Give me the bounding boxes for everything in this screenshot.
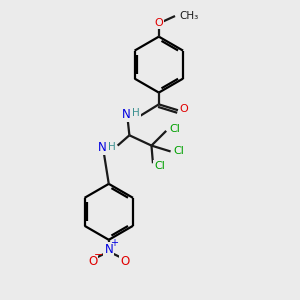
Text: N: N: [122, 108, 131, 121]
Text: Cl: Cl: [154, 160, 165, 171]
Text: Cl: Cl: [173, 146, 184, 157]
Text: O: O: [120, 255, 130, 268]
Text: H: H: [108, 142, 116, 152]
Text: −: −: [94, 250, 103, 260]
Text: O: O: [154, 18, 163, 28]
Text: +: +: [110, 238, 118, 248]
Text: O: O: [88, 255, 97, 268]
Text: N: N: [98, 141, 107, 154]
Text: Cl: Cl: [169, 124, 180, 134]
Text: H: H: [132, 108, 140, 118]
Text: CH₃: CH₃: [179, 11, 199, 21]
Text: N: N: [104, 243, 113, 256]
Text: O: O: [179, 104, 188, 114]
